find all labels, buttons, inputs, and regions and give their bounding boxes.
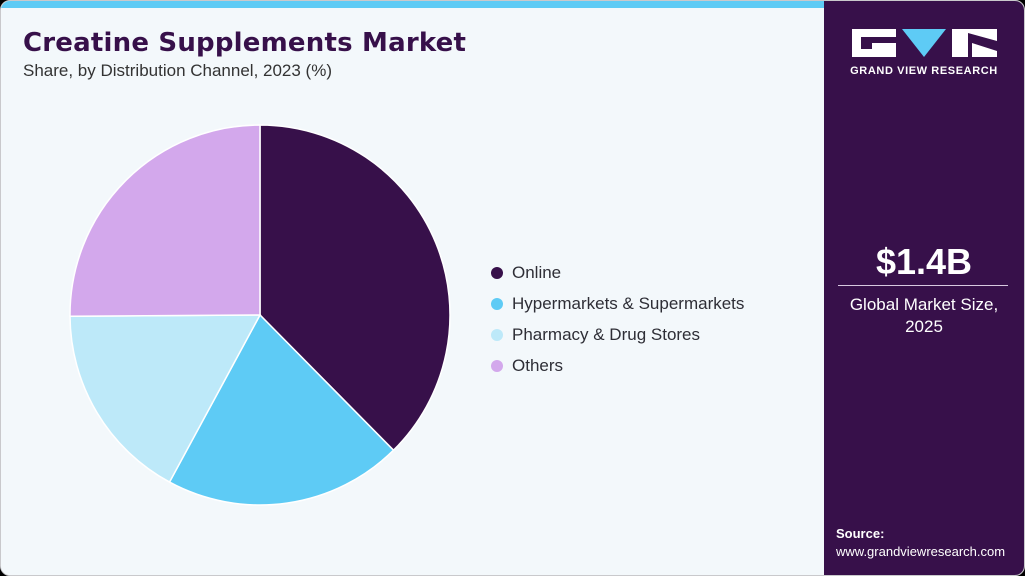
info-sidebar: GRAND VIEW RESEARCH $1.4B Global Market …: [824, 1, 1024, 575]
divider: [838, 285, 1008, 286]
pie-slice-pharmacy-drug-stores: [69, 314, 262, 484]
chart-panel: Creatine Supplements Market Share, by Di…: [1, 1, 824, 575]
accent-bar: [1, 1, 824, 8]
pie-chart: [69, 124, 451, 506]
legend-dot-icon: [491, 328, 503, 341]
legend: Online Hypermarkets & Supermarkets Pharm…: [491, 257, 744, 381]
legend-item-online: Online: [491, 257, 744, 288]
pie-slice-hypermarkets-supermarkets: [168, 313, 395, 506]
chart-subtitle: Share, by Distribution Channel, 2023 (%): [23, 61, 332, 80]
source-label: Source:: [836, 526, 885, 541]
source-link[interactable]: www.grandviewresearch.com: [836, 544, 1006, 559]
market-size-label-line2: 2025: [905, 317, 943, 336]
legend-label: Online: [512, 262, 562, 282]
market-size-label: Global Market Size, 2025: [824, 294, 1024, 338]
market-size-value: $1.4B: [875, 241, 973, 282]
logo-text: GRAND VIEW RESEARCH: [850, 65, 998, 77]
legend-dot-icon: [491, 266, 503, 279]
chart-title: Creatine Supplements Market: [23, 28, 467, 58]
legend-label: Pharmacy & Drug Stores: [512, 324, 701, 344]
legend-dot-icon: [491, 297, 503, 310]
legend-item-hypermarkets: Hypermarkets & Supermarkets: [491, 288, 744, 319]
legend-label: Others: [512, 355, 564, 375]
pie-slice-online: [259, 124, 451, 452]
gvr-logo-icon: [852, 29, 997, 57]
legend-item-others: Others: [491, 350, 744, 381]
legend-label: Hypermarkets & Supermarkets: [512, 293, 745, 313]
legend-dot-icon: [491, 359, 503, 372]
legend-item-pharmacy: Pharmacy & Drug Stores: [491, 319, 744, 350]
market-size-label-line1: Global Market Size,: [849, 295, 999, 314]
pie-slice-others: [69, 124, 261, 317]
